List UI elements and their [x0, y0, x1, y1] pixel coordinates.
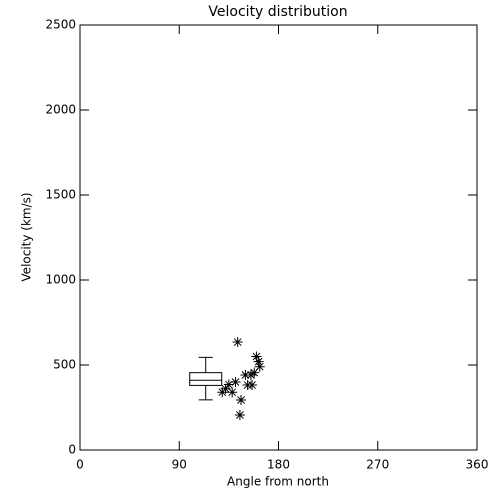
scatter-point: [245, 370, 256, 381]
y-tick-label: 1500: [45, 188, 76, 202]
x-tick-label: 270: [366, 458, 389, 472]
y-tick-label: 2000: [45, 103, 76, 117]
scatter-point: [230, 377, 241, 387]
scatter-point: [223, 379, 234, 390]
scatter-point: [253, 356, 264, 367]
x-tick-label: 90: [172, 458, 187, 472]
scatter-point: [227, 387, 238, 398]
box-body: [189, 372, 223, 386]
x-tick-label: 180: [267, 458, 290, 472]
plot-frame: [79, 24, 478, 451]
x-axis-label: Angle from north: [227, 475, 329, 489]
scatter-point: [236, 395, 247, 406]
scatter-point: [240, 370, 251, 381]
x-tick-label: 0: [76, 458, 84, 472]
scatter-point: [254, 361, 265, 372]
y-tick-label: 500: [53, 358, 76, 372]
x-tick-label: 360: [466, 458, 489, 472]
scatter-point: [217, 387, 228, 398]
scatter-point: [251, 351, 262, 362]
y-tick-label: 1000: [45, 273, 76, 287]
scatter-point: [234, 409, 245, 420]
scatter-point: [249, 367, 260, 378]
y-axis-label: Velocity (km/s): [20, 192, 34, 281]
scatter-point: [232, 337, 243, 348]
y-tick-label: 0: [68, 443, 76, 457]
chart-title: Velocity distribution: [208, 4, 347, 20]
scatter-point: [247, 380, 258, 391]
y-tick-label: 2500: [45, 18, 76, 32]
